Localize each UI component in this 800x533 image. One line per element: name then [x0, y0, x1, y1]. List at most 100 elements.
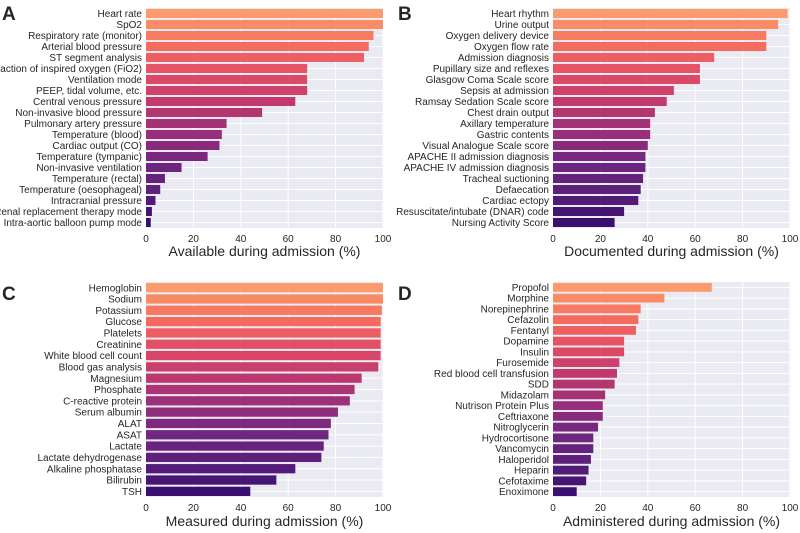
bar-furosemide: [553, 358, 620, 368]
bar-nutrison-protein-plus: [553, 401, 603, 411]
x-tick-label: 80: [330, 234, 342, 245]
bar-pulmonary-artery-pressure: [146, 118, 227, 129]
plot-area: [146, 8, 383, 228]
x-tick-label: 40: [235, 234, 247, 245]
bar-resuscitate-intubate-dnar-code: [553, 206, 625, 217]
x-tick-label: 60: [283, 234, 295, 245]
category-label: Magnesium: [90, 374, 142, 385]
bar-alkaline-phosphatase: [146, 464, 296, 474]
x-tick-label: 100: [782, 234, 799, 245]
category-label: Renal replacement therapy mode: [0, 207, 142, 218]
bar-temperature-oesophageal: [146, 184, 161, 195]
category-label: Norepinephrine: [481, 304, 550, 315]
plot-area: [553, 282, 790, 497]
bar-platelets: [146, 328, 381, 338]
bar-hemoglobin: [146, 283, 383, 293]
category-label: Alkaline phosphatase: [47, 464, 143, 475]
category-label: Phosphate: [94, 385, 142, 396]
bar-non-invasive-ventilation: [146, 162, 182, 173]
category-label: Lactate dehydrogenase: [37, 453, 142, 464]
category-label: Tracheal suctioning: [463, 174, 549, 185]
bar-haloperidol: [553, 454, 591, 464]
bar-renal-replacement-therapy-mode: [146, 206, 152, 217]
category-label: White blood cell count: [44, 351, 142, 362]
bar-glucose: [146, 316, 381, 327]
category-label: Oxygen flow rate: [474, 42, 549, 53]
category-label: Dopamine: [503, 337, 549, 348]
category-label: Axillary temperature: [460, 119, 549, 130]
x-axis-label: Available during admission (%): [169, 243, 361, 259]
category-label: Nutrison Protein Plus: [455, 401, 549, 412]
category-label: APACHE II admission diagnosis: [407, 152, 549, 163]
category-label: Red blood cell transfusion: [434, 369, 549, 380]
bar-tsh: [146, 486, 251, 496]
category-label: Haloperidol: [498, 455, 549, 466]
category-label: Oxygen delivery device: [446, 31, 550, 42]
category-label: Central venous pressure: [33, 97, 142, 108]
bar-non-invasive-blood-pressure: [146, 107, 263, 118]
category-label: Non-invasive ventilation: [36, 163, 142, 174]
category-label: Creatinine: [96, 340, 142, 351]
bar-potassium: [146, 305, 382, 315]
category-label: TSH: [122, 487, 142, 498]
x-tick-label: 20: [188, 503, 200, 514]
category-label: Serum albumin: [75, 408, 142, 419]
bar-sepsis-at-admission: [553, 85, 674, 96]
bar-chest-drain-output: [553, 107, 655, 118]
category-label: APACHE IV admission diagnosis: [404, 163, 549, 174]
category-label: C-reactive protein: [63, 396, 142, 407]
bar-insulin: [553, 347, 625, 357]
category-label: Insulin: [520, 347, 549, 358]
category-label: Midazolam: [501, 390, 549, 401]
bar-arterial-blood-pressure: [146, 41, 369, 52]
bar-cefotaxime: [553, 476, 587, 486]
bar-intracranial-pressure: [146, 195, 156, 206]
bar-cardiac-ectopy: [553, 195, 639, 206]
category-label: Temperature (blood): [52, 130, 142, 141]
bar-ramsay-sedation-scale-score: [553, 96, 667, 107]
category-label: Ramsay Sedation Scale score: [415, 97, 549, 108]
x-tick-label: 60: [690, 234, 702, 245]
category-label: Gastric contents: [477, 130, 549, 141]
category-label: Bilirubin: [106, 476, 142, 487]
bar-phosphate: [146, 384, 355, 395]
plot-area: [553, 8, 790, 228]
x-tick-label: 20: [595, 503, 607, 514]
panel-label: B: [398, 4, 412, 25]
bar-gastric-contents: [553, 129, 651, 140]
category-label: Fraction of inspired oxygen (FiO2): [0, 64, 142, 75]
bar-sodium: [146, 294, 383, 304]
panel-d: D PropofolMorphineNorepinephrineCefazolin…: [398, 282, 799, 529]
category-label: Ceftriaxone: [498, 412, 550, 423]
category-label: Non-invasive blood pressure: [15, 108, 142, 119]
x-axis-label: Measured during admission (%): [166, 513, 364, 529]
bar-asat: [146, 430, 329, 440]
panel-c: C HemoglobinSodiumPotassiumGlucosePlatele…: [2, 282, 392, 529]
bar-nitroglycerin: [553, 422, 599, 432]
category-label: Intra-aortic balloon pump mode: [4, 218, 143, 229]
category-label: Enoximone: [499, 487, 549, 498]
category-label: Sodium: [108, 295, 142, 306]
bar-sdd: [553, 379, 615, 389]
bar-apache-iv-admission-diagnosis: [553, 162, 646, 173]
category-label: Hemoglobin: [89, 283, 142, 294]
bar-cefazolin: [553, 315, 639, 325]
bar-hydrocortisone: [553, 433, 594, 443]
bar-midazolam: [553, 390, 606, 400]
bar-fentanyl: [553, 325, 636, 335]
category-label: Heart rate: [98, 9, 143, 20]
x-tick-label: 60: [283, 503, 295, 514]
category-label: Resuscitate/intubate (DNAR) code: [396, 207, 549, 218]
category-label: Furosemide: [496, 358, 549, 369]
category-label: Visual Analogue Scale score: [422, 141, 549, 152]
x-tick-label: 20: [595, 234, 607, 245]
bar-defaecation: [553, 184, 641, 195]
bar-tracheal-suctioning: [553, 173, 644, 184]
bar-blood-gas-analysis: [146, 362, 379, 372]
x-tick-label: 40: [642, 503, 654, 514]
category-label: Lactate: [109, 442, 142, 453]
category-label: Hydrocortisone: [482, 433, 550, 444]
bar-bilirubin: [146, 475, 277, 485]
